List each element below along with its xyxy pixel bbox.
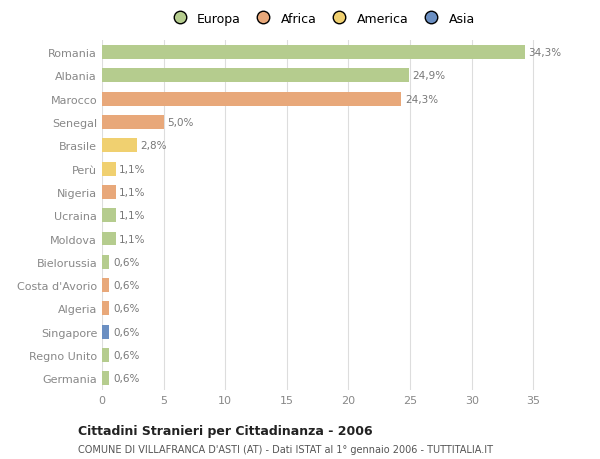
- Bar: [102, 209, 116, 223]
- Text: 0,6%: 0,6%: [113, 257, 139, 267]
- Bar: [102, 139, 137, 153]
- Text: 24,3%: 24,3%: [405, 95, 439, 105]
- Text: 34,3%: 34,3%: [529, 48, 562, 58]
- Bar: [102, 371, 109, 386]
- Text: 0,6%: 0,6%: [113, 374, 139, 384]
- Text: 24,9%: 24,9%: [413, 71, 446, 81]
- Text: Cittadini Stranieri per Cittadinanza - 2006: Cittadini Stranieri per Cittadinanza - 2…: [78, 425, 373, 437]
- Text: 5,0%: 5,0%: [167, 118, 194, 128]
- Text: 1,1%: 1,1%: [119, 211, 146, 221]
- Legend: Europa, Africa, America, Asia: Europa, Africa, America, Asia: [167, 13, 475, 26]
- Bar: [102, 325, 109, 339]
- Text: 2,8%: 2,8%: [140, 141, 167, 151]
- Text: 0,6%: 0,6%: [113, 280, 139, 291]
- Text: 1,1%: 1,1%: [119, 164, 146, 174]
- Text: 1,1%: 1,1%: [119, 187, 146, 197]
- Bar: [102, 232, 116, 246]
- Bar: [102, 255, 109, 269]
- Text: 0,6%: 0,6%: [113, 350, 139, 360]
- Text: 0,6%: 0,6%: [113, 327, 139, 337]
- Bar: [102, 116, 164, 130]
- Text: 1,1%: 1,1%: [119, 234, 146, 244]
- Bar: [102, 69, 409, 83]
- Bar: [102, 92, 401, 106]
- Bar: [102, 302, 109, 316]
- Bar: [102, 279, 109, 292]
- Bar: [102, 162, 116, 176]
- Bar: [102, 46, 525, 60]
- Text: COMUNE DI VILLAFRANCA D'ASTI (AT) - Dati ISTAT al 1° gennaio 2006 - TUTTITALIA.I: COMUNE DI VILLAFRANCA D'ASTI (AT) - Dati…: [78, 444, 493, 454]
- Bar: [102, 348, 109, 362]
- Bar: [102, 185, 116, 200]
- Text: 0,6%: 0,6%: [113, 304, 139, 314]
